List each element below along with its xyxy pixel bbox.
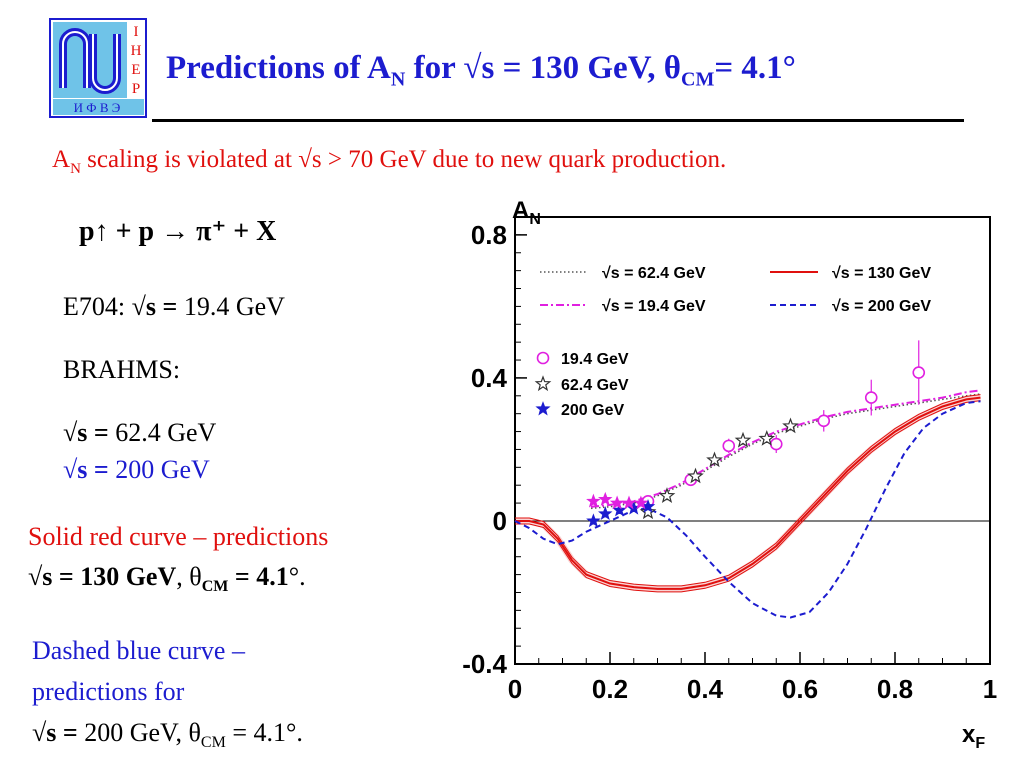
brahms-200-line: √s = 200 GeV [63,455,210,484]
logo-bottom-letters: И Ф В Э [74,100,121,115]
legend-label: 62.4 GeV [561,377,629,394]
data-point [658,487,676,503]
reaction-formula: p↑ + p → π⁺ + X [79,216,277,247]
blue-curve-note: Dashed blue curve – [32,636,245,665]
x-tick-label: 0.8 [877,674,913,704]
legend-label: √s = 62.4 GeV [602,265,706,282]
logo-letter: P [132,81,140,97]
y-tick-label: 0.4 [471,363,508,393]
an-vs-xf-chart: 0 0.2 0.4 0.6 0.8 10.80.40-0.4 √s = 62.4 GeV √… [462,197,997,752]
data-point [769,437,783,451]
curve-band [515,394,981,593]
data-point [722,439,736,453]
curve-band-edge [515,394,981,587]
curve-line [514,400,981,619]
legend-label: 19.4 GeV [561,351,629,368]
brahms-label: BRAHMS: [63,355,181,384]
data-point [734,431,752,448]
data-point [817,414,831,428]
y-tick-label: 0 [493,506,507,536]
legend-label: √s = 130 GeV [832,265,931,282]
x-tick-label: 0.6 [782,674,818,704]
page-title: Predictions of AN for √s = 130 GeV, θCM=… [166,50,796,91]
curve-line [590,393,981,510]
curve-line [590,389,981,508]
title-divider [152,119,964,122]
data-point [609,495,625,510]
legend-marker [534,375,552,392]
legend-marker [536,351,550,365]
blue-curve-note-2: predictions for [32,677,185,706]
data-point [586,513,601,528]
data-point [597,491,613,506]
data-point [612,502,627,517]
data-point [639,503,657,520]
e704-line: E704: √s = 19.4 GeV [63,292,285,321]
y-tick-label: 0.8 [471,220,507,250]
x-tick-label: 0 [508,674,522,704]
x-tick-label: 1 [983,674,997,704]
legend-label: √s = 19.4 GeV [602,298,706,315]
curve-line [515,396,981,590]
blue-curve-energy: √s = 200 GeV, θCM = 4.1°. [32,718,303,752]
data-point [633,495,649,510]
legend-marker [535,401,551,416]
data-point [598,506,613,521]
y-tick-label: -0.4 [462,649,507,679]
data-point [586,493,601,508]
plot-frame [514,216,991,665]
data-point [706,451,723,468]
data-point [912,366,926,379]
data-point [621,495,637,510]
ihep-logo: I H E P И Ф В Э [49,18,147,118]
subtitle: AN scaling is violated at √s > 70 GeV du… [52,146,727,177]
red-curve-note: Solid red curve – predictions [28,522,329,551]
data-point [758,430,776,446]
curve-band-edge [515,400,981,593]
data-point [782,417,799,434]
legend-label: 200 GeV [561,402,624,419]
y-axis-label: AN [512,197,541,228]
logo-letter: I [134,24,139,40]
x-tick-label: 0.2 [592,674,628,704]
logo-letter: E [131,62,140,78]
legend-label: √s = 200 GeV [832,298,931,315]
brahms-62-line: √s = 62.4 GeV [63,418,217,447]
x-axis-label: xF [962,721,985,752]
data-point [864,391,878,404]
x-tick-label: 0.4 [687,674,724,704]
data-point [687,467,704,484]
red-curve-energy: √s = 130 GeV, θCM = 4.1°. [28,562,306,596]
logo-letter: H [131,43,142,59]
